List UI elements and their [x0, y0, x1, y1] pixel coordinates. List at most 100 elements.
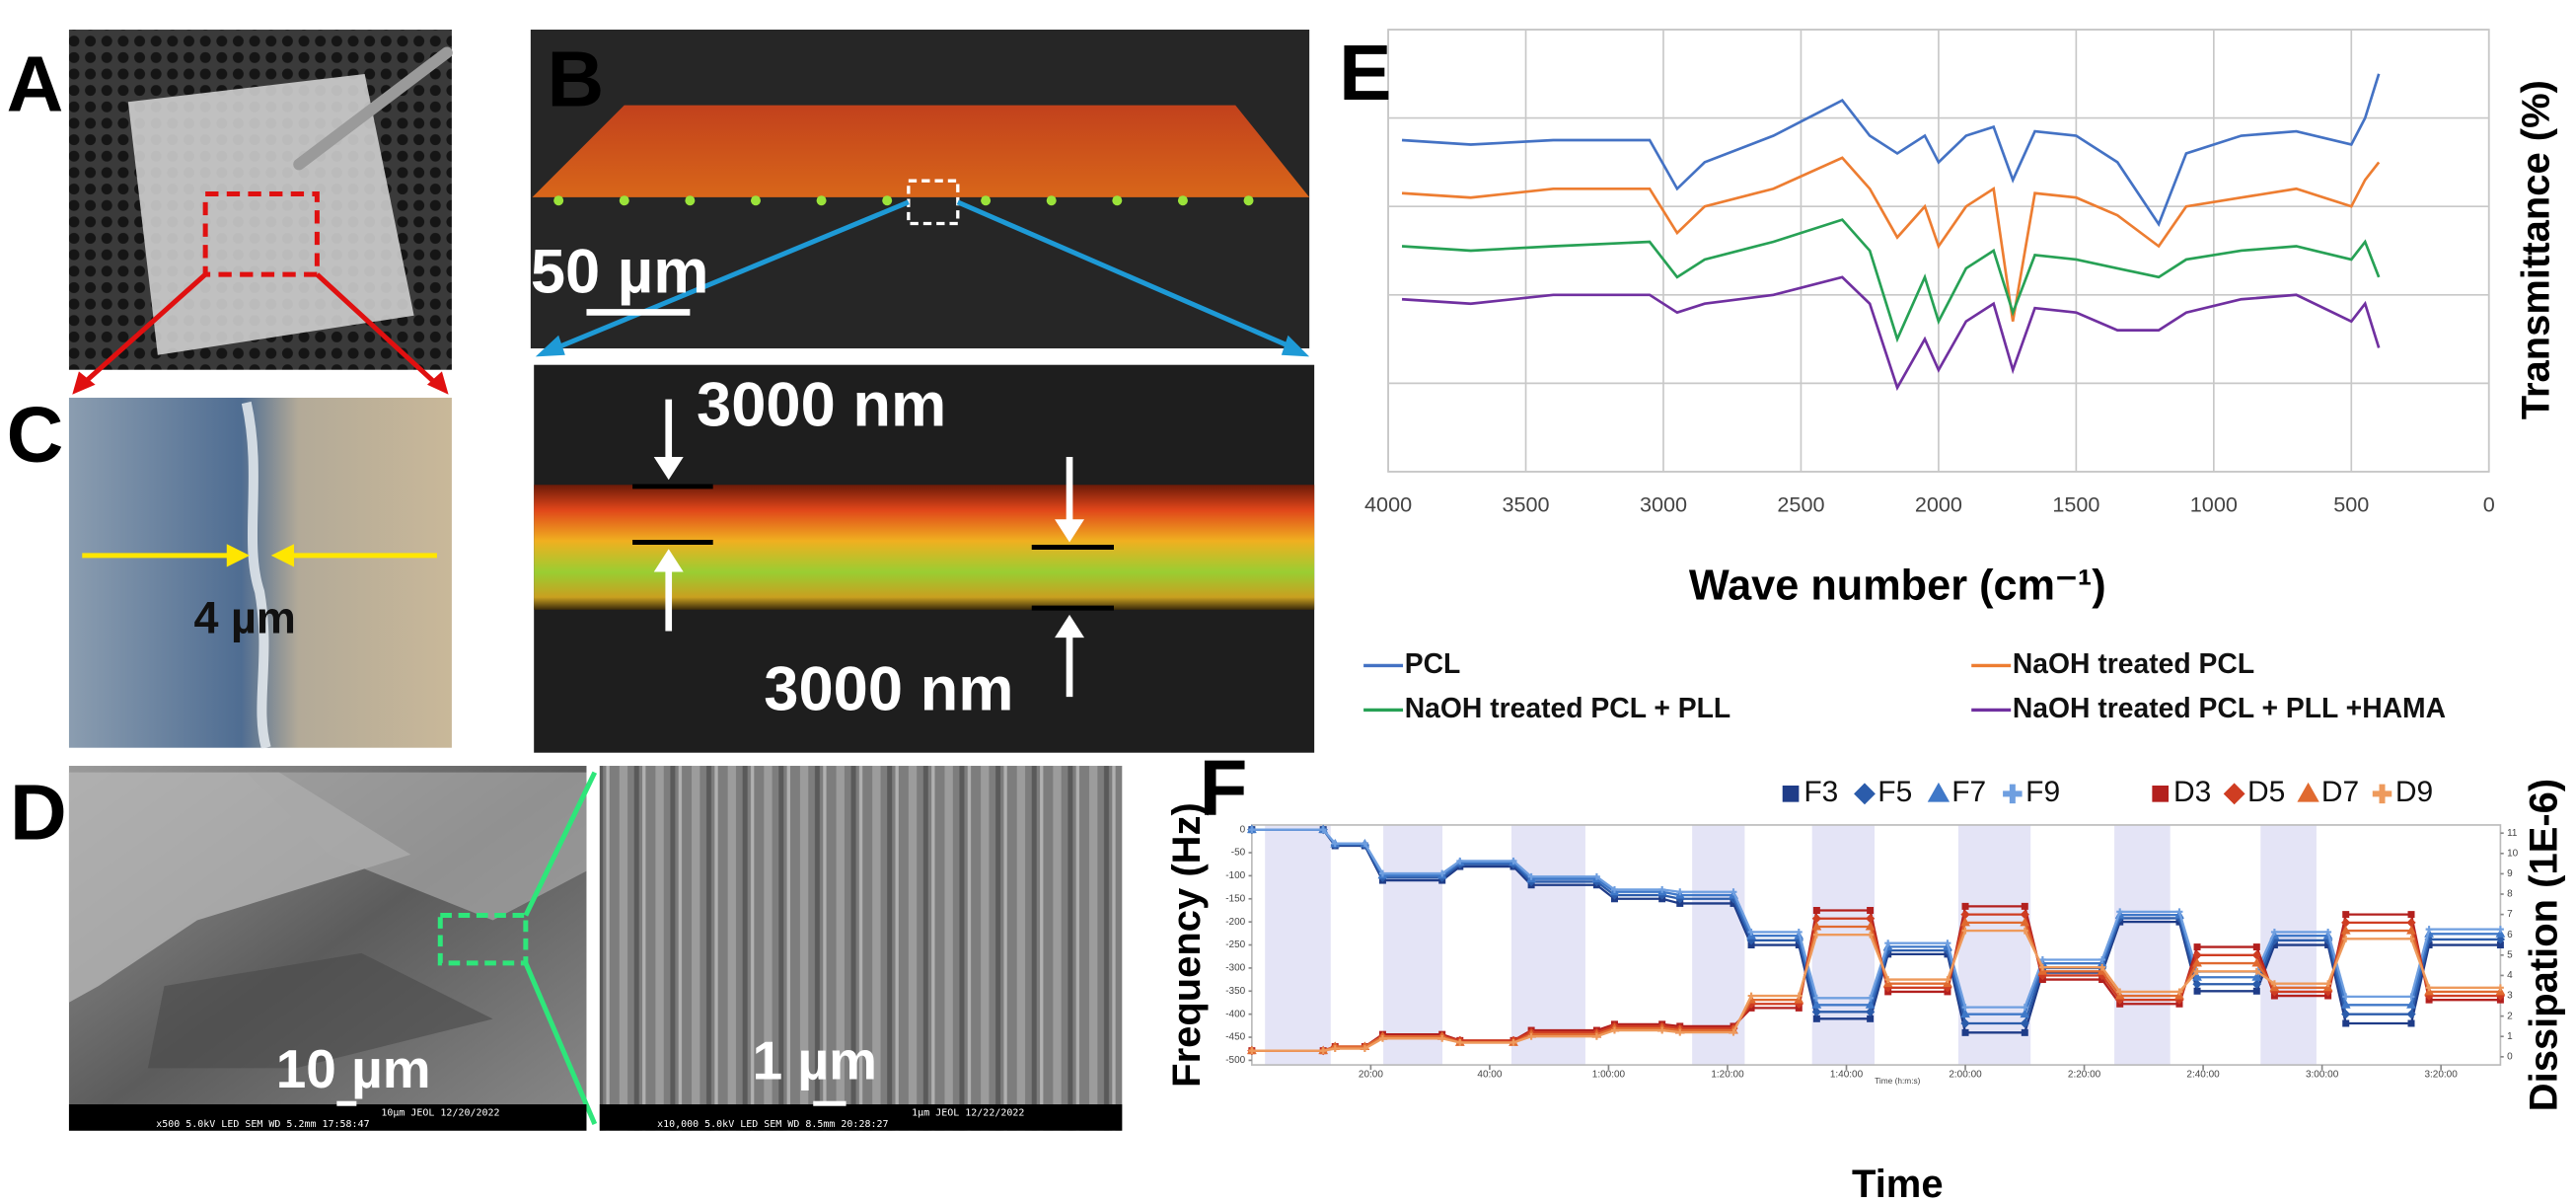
x-axis-label: Wave number (cm⁻¹): [1689, 563, 2106, 610]
legend-label: NaOH treated PCL + PLL +HAMA: [2013, 692, 2446, 723]
series-line: [1402, 74, 2379, 224]
y-tick-label: -50: [1231, 848, 1246, 859]
legend-marker: [1855, 785, 1874, 803]
marker: [1868, 1016, 1873, 1021]
width-label: 4 µm: [193, 592, 295, 642]
y-tick-label: -150: [1225, 893, 1245, 904]
y2-tick-label: 6: [2507, 930, 2513, 940]
legend-label: D9: [2395, 776, 2433, 808]
y2-axis-label: Dissipation (1E-6): [2523, 779, 2566, 1111]
marker: [2324, 929, 2331, 936]
y2-tick-label: 2: [2507, 1011, 2513, 1021]
x-tick-label: 3:00:00: [2306, 1070, 2339, 1081]
x-tick-label: 1500: [2052, 492, 2099, 517]
scale-bar: [336, 1101, 356, 1106]
x-tick-label: 2500: [1777, 492, 1824, 517]
legend-marker: [2003, 785, 2022, 803]
y2-tick-label: 5: [2507, 949, 2513, 960]
panel-label: C: [7, 390, 64, 478]
marker: [2023, 904, 2027, 909]
x-tick-label: 2000: [1915, 492, 1962, 517]
y2-tick-label: 7: [2507, 909, 2513, 920]
y2-tick-label: 8: [2507, 889, 2513, 900]
x-tick-label: 1:40:00: [1830, 1070, 1864, 1081]
legend-marker: [1929, 785, 1948, 801]
y-tick-label: -450: [1225, 1032, 1245, 1043]
sem-info: 10µm JEOL 12/20/2022: [381, 1107, 499, 1118]
marker: [2023, 1030, 2027, 1035]
y-tick-label: -500: [1225, 1055, 1245, 1066]
sem-info: x10,000 5.0kV LED SEM WD 8.5mm 20:28:27: [657, 1119, 888, 1130]
scale-bar: [813, 1101, 846, 1106]
x-tick-label: 0: [2483, 492, 2495, 517]
legend-label: F3: [1803, 776, 1838, 808]
marker: [2426, 926, 2433, 933]
x-tick-label: 3000: [1640, 492, 1687, 517]
series-line: [1402, 277, 2379, 388]
panel-label: A: [7, 40, 64, 128]
figure: A 4 µm C 50 µm B 3000 nm 3000 nm 10µm JE…: [0, 0, 2576, 1203]
legend-label: F7: [1951, 776, 1986, 808]
sem-info: x500 5.0kV LED SEM WD 5.2mm 17:58:47: [156, 1119, 369, 1130]
panel-c: 4 µm C: [7, 390, 452, 747]
x-tick-label: 40:00: [1477, 1070, 1502, 1081]
legend-marker: [2225, 785, 2244, 803]
x-tick-label: 1000: [2190, 492, 2238, 517]
scale-label: 1 µm: [753, 1030, 877, 1091]
y-tick-label: -200: [1225, 917, 1245, 928]
legend-label: F5: [1877, 776, 1912, 808]
sem-info: 1µm JEOL 12/22/2022: [912, 1107, 1024, 1118]
marker: [2497, 926, 2504, 933]
page: {"panel_a":{"label":"A"}, "panel_b":{"la…: [0, 0, 2576, 1203]
marker: [2194, 989, 2199, 994]
y2-tick-label: 4: [2507, 970, 2513, 981]
x-tick-label: 3:20:00: [2424, 1070, 2458, 1081]
panel-label: F: [1200, 743, 1248, 831]
series-line: [1402, 158, 2379, 322]
marker: [2343, 912, 2348, 917]
panel-a: A: [7, 30, 452, 395]
legend-label: F9: [2025, 776, 2060, 808]
marker: [1884, 940, 1891, 946]
arrow-head: [427, 371, 449, 394]
legend-marker: [2153, 787, 2168, 801]
x-tick-label: 2:40:00: [2186, 1070, 2220, 1081]
marker: [1962, 904, 1967, 909]
marker: [2343, 1020, 2348, 1025]
marker: [2497, 984, 2504, 991]
marker: [1868, 908, 1873, 913]
y-tick-label: -100: [1225, 870, 1245, 881]
y-axis-label: Transmittance (%): [2514, 80, 2557, 419]
x-axis-sublabel: Time (h:m:s): [1875, 1076, 1921, 1086]
x-tick-label: 20:00: [1359, 1070, 1383, 1081]
film-band: [534, 485, 1314, 610]
legend-label: NaOH treated PCL: [2013, 647, 2254, 679]
y2-tick-label: 1: [2507, 1031, 2513, 1042]
slab: [533, 106, 1310, 197]
x-tick-label: 500: [2333, 492, 2369, 517]
marker: [2408, 1020, 2413, 1025]
y2-tick-label: 0: [2507, 1051, 2513, 1062]
panel-label: B: [548, 36, 605, 123]
marker: [2408, 912, 2413, 917]
scale-label: 50 µm: [531, 238, 709, 307]
panel-d: 10µm JEOL 12/20/2022 x500 5.0kV LED SEM …: [10, 766, 1122, 1131]
marker: [2254, 989, 2259, 994]
marker: [1944, 940, 1950, 946]
y2-tick-label: 10: [2507, 848, 2519, 859]
x-tick-label: 3500: [1502, 492, 1549, 517]
series-line: [1402, 220, 2379, 339]
x-axis-label: Time: [1852, 1163, 1944, 1203]
y-axis-label: Frequency (Hz): [1165, 802, 1209, 1088]
x-tick-label: 2:20:00: [2068, 1070, 2101, 1081]
marker: [2194, 944, 2199, 949]
marker: [1796, 929, 1803, 936]
legend-label: NaOH treated PCL + PLL: [1405, 692, 1730, 723]
y2-tick-label: 3: [2507, 991, 2513, 1002]
x-tick-label: 1:00:00: [1592, 1070, 1626, 1081]
marker: [1814, 908, 1819, 913]
thickness-label: 3000 nm: [697, 370, 946, 439]
panel-label: D: [10, 768, 67, 856]
legend-marker: [2299, 785, 2318, 801]
y-tick-label: -350: [1225, 986, 1245, 997]
